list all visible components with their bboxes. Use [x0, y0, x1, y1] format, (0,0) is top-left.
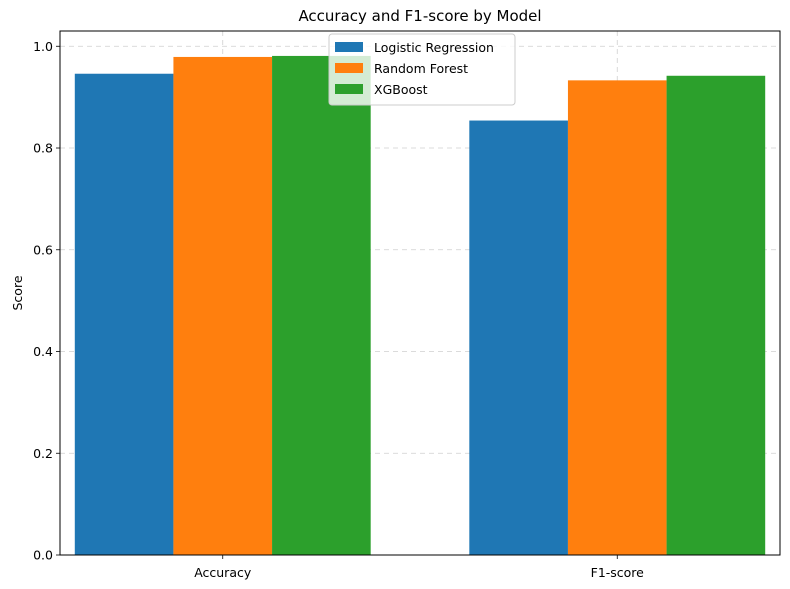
- bar-random-forest: [567, 80, 667, 556]
- plot-frame: [59, 30, 781, 556]
- y-axis: 0.0 0.2 0.4 0.6 0.8 1.0: [33, 39, 60, 563]
- legend-swatch: [335, 42, 363, 52]
- legend-label: XGBoost: [374, 82, 428, 97]
- bar-xgboost: [272, 55, 371, 555]
- y-tick-label: 0.0: [33, 548, 53, 563]
- y-tick-label: 0.8: [33, 141, 53, 156]
- bar-logistic-regression: [469, 120, 568, 555]
- legend-label: Random Forest: [374, 61, 468, 76]
- legend: Logistic Regression Random Forest XGBoost: [328, 33, 516, 106]
- x-tick-label: Accuracy: [194, 565, 252, 580]
- legend-label: Logistic Regression: [374, 40, 494, 55]
- bars: [74, 55, 766, 556]
- legend-swatch: [335, 84, 363, 94]
- x-tick-label: F1-score: [591, 565, 645, 580]
- y-tick-label: 0.2: [33, 446, 53, 461]
- bar-random-forest: [173, 56, 273, 556]
- legend-swatch: [335, 63, 363, 73]
- y-tick-label: 1.0: [33, 39, 53, 54]
- y-tick-label: 0.6: [33, 242, 53, 257]
- chart-title: Accuracy and F1-score by Model: [298, 7, 541, 25]
- bar-xgboost: [666, 75, 766, 556]
- y-axis-label: Score: [10, 275, 25, 310]
- legend-box: [328, 33, 516, 106]
- bar-logistic-regression: [74, 73, 174, 555]
- y-tick-label: 0.4: [33, 344, 53, 359]
- x-axis: Accuracy F1-score: [194, 555, 644, 580]
